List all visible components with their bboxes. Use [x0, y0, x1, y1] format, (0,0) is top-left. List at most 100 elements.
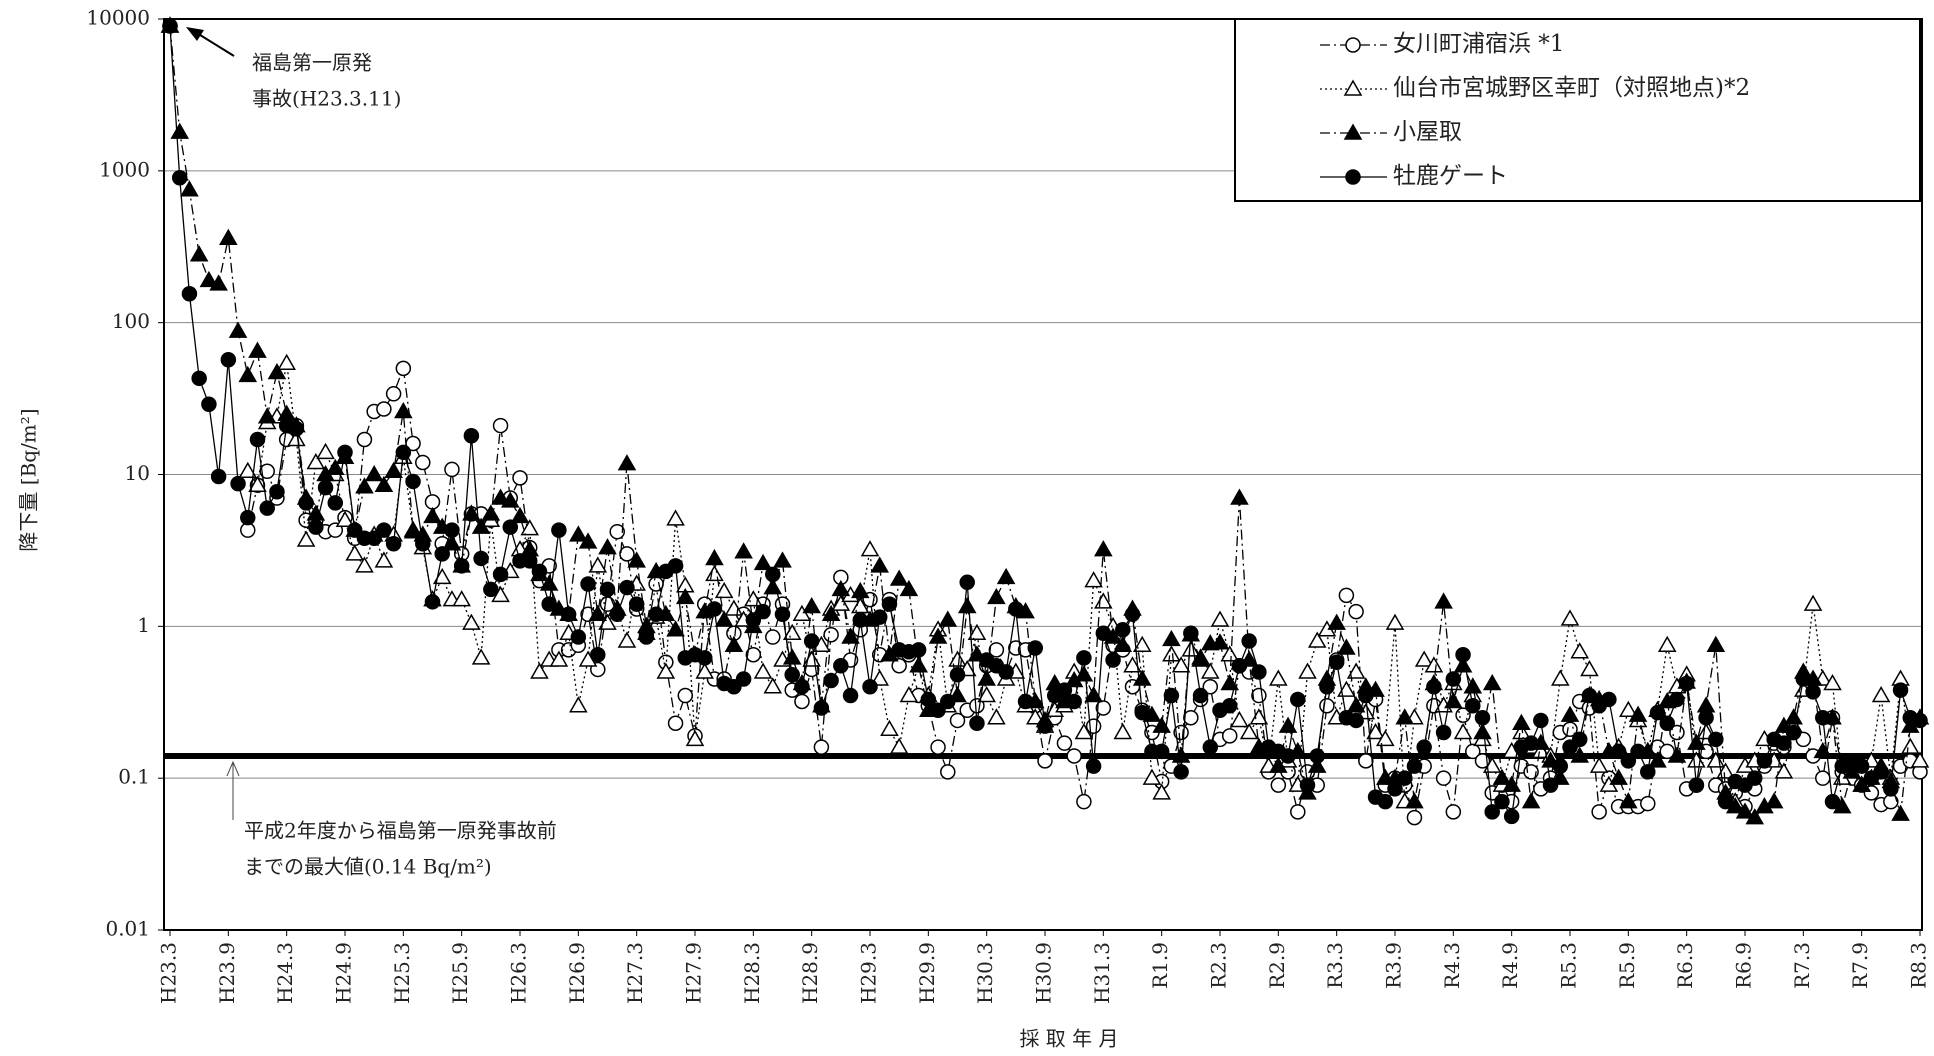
point: [1580, 659, 1599, 677]
point: [1385, 613, 1405, 630]
point: [881, 596, 898, 612]
point: [940, 764, 956, 780]
point: [957, 597, 977, 614]
point: [1910, 751, 1930, 768]
x-tick-label: R1.9: [1148, 942, 1172, 989]
point: [1746, 770, 1763, 786]
point: [181, 286, 198, 302]
point: [1453, 722, 1473, 740]
x-axis-label: 採 取 年 月: [1019, 1027, 1118, 1051]
point: [1153, 743, 1170, 760]
point: [452, 590, 471, 607]
point: [1784, 708, 1803, 725]
point: [569, 525, 588, 542]
reference-arrowhead: [226, 760, 240, 777]
point: [1319, 697, 1335, 714]
point: [891, 658, 907, 674]
point: [1105, 652, 1121, 668]
point: [1171, 746, 1191, 763]
point: [1387, 781, 1403, 797]
point: [249, 431, 266, 448]
point: [745, 612, 762, 628]
x-tick-label: H25.3: [390, 942, 414, 1004]
legend-label: 仙台市宮城野区幸町（対照地点)*2: [1393, 75, 1750, 101]
point: [385, 535, 402, 552]
point: [735, 671, 752, 687]
point: [1630, 743, 1646, 760]
point: [1200, 662, 1220, 679]
point: [609, 606, 625, 623]
y-tick-label: 100: [112, 309, 150, 333]
point: [1202, 739, 1219, 755]
point: [219, 228, 238, 245]
point: [1220, 645, 1240, 662]
point: [1074, 722, 1094, 740]
point: [1474, 709, 1491, 726]
point: [1210, 633, 1230, 650]
point: [1601, 691, 1617, 708]
point: [1231, 658, 1248, 674]
point: [374, 475, 394, 492]
point: [1280, 748, 1296, 764]
point: [782, 623, 802, 641]
point: [724, 635, 744, 653]
point: [940, 693, 956, 710]
point: [520, 519, 540, 536]
point: [1132, 669, 1152, 686]
point: [1343, 79, 1363, 96]
point: [502, 519, 519, 535]
point: [899, 579, 919, 597]
point: [1445, 671, 1462, 687]
point: [1871, 686, 1891, 703]
point: [755, 603, 771, 620]
point: [209, 274, 228, 291]
point: [588, 604, 608, 622]
point: [1414, 650, 1434, 667]
point: [424, 494, 441, 510]
point: [648, 576, 664, 592]
point: [590, 646, 606, 663]
point: [1512, 722, 1531, 740]
y-tick-label: 1000: [99, 157, 150, 181]
point: [996, 567, 1016, 585]
point: [734, 542, 753, 559]
point: [1610, 743, 1627, 760]
point: [220, 351, 237, 368]
point: [277, 353, 296, 371]
point: [560, 606, 577, 623]
point: [1503, 808, 1520, 825]
point: [871, 609, 888, 625]
point: [765, 566, 781, 583]
point: [346, 522, 363, 538]
x-tick-label: R5.3: [1557, 942, 1581, 989]
point: [1435, 770, 1452, 786]
point: [1094, 540, 1113, 557]
series: [162, 18, 1928, 825]
point: [821, 604, 841, 622]
point: [1667, 746, 1687, 763]
point: [813, 739, 830, 755]
point: [598, 613, 617, 630]
point: [316, 442, 335, 460]
point: [1815, 770, 1831, 786]
point: [714, 610, 734, 627]
point: [1345, 37, 1361, 53]
point: [598, 538, 617, 555]
point: [288, 421, 305, 437]
point: [930, 739, 946, 755]
point: [500, 491, 520, 508]
point: [1628, 705, 1648, 722]
point: [1095, 625, 1112, 642]
point: [696, 650, 713, 666]
annotation-arrowhead: [186, 27, 204, 41]
point: [1017, 693, 1034, 710]
point: [1696, 696, 1716, 713]
point: [1221, 728, 1238, 744]
x-tick-label: H25.9: [448, 942, 472, 1004]
point: [773, 551, 792, 568]
point: [364, 464, 384, 482]
y-tick-label: 10000: [86, 6, 150, 30]
point: [327, 495, 344, 511]
point: [813, 700, 830, 716]
point: [1657, 635, 1677, 653]
